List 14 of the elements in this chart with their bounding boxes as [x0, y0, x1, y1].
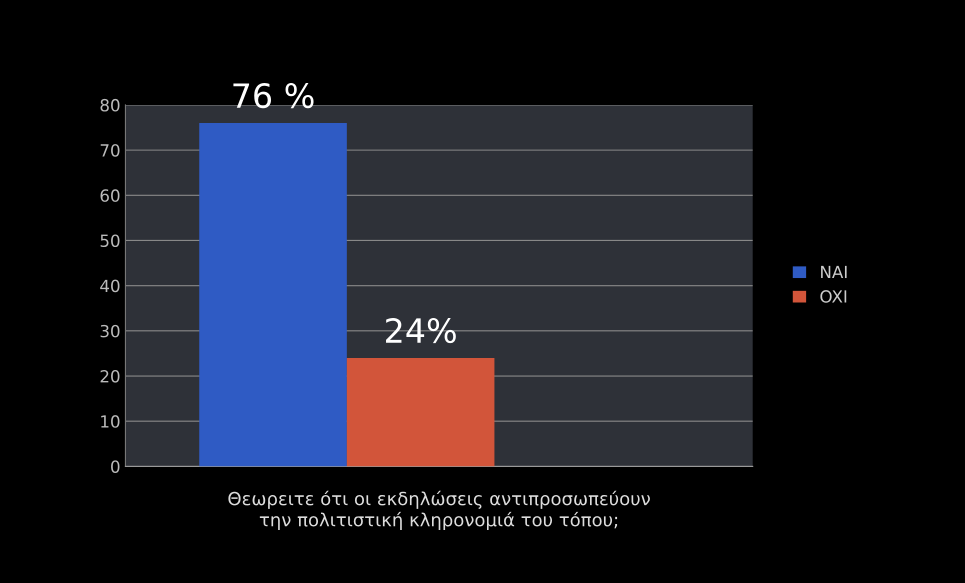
- y-tick-label: 50: [100, 234, 120, 248]
- x-axis-title: Θεωρειτε ότι οι εκδηλώσεις αντιπροσωπεύουν την πολιτιστική κληρονομιά του τόπου;: [228, 490, 650, 530]
- legend-label: NAI: [821, 266, 847, 278]
- data-label: 76 %: [233, 83, 314, 108]
- y-tick-label: 10: [101, 415, 120, 428]
- y-tick-label: 80: [100, 98, 120, 112]
- y-tick-label: 40: [100, 280, 120, 292]
- legend-label: OXI: [820, 290, 846, 303]
- y-tick-label: 30: [100, 324, 120, 338]
- y-tick-label: 20: [100, 370, 120, 383]
- y-tick-label: 70: [100, 144, 120, 157]
- y-tick-label: 0: [111, 460, 120, 473]
- data-label: 24%: [386, 318, 456, 344]
- y-tick-label: 60: [100, 189, 120, 202]
